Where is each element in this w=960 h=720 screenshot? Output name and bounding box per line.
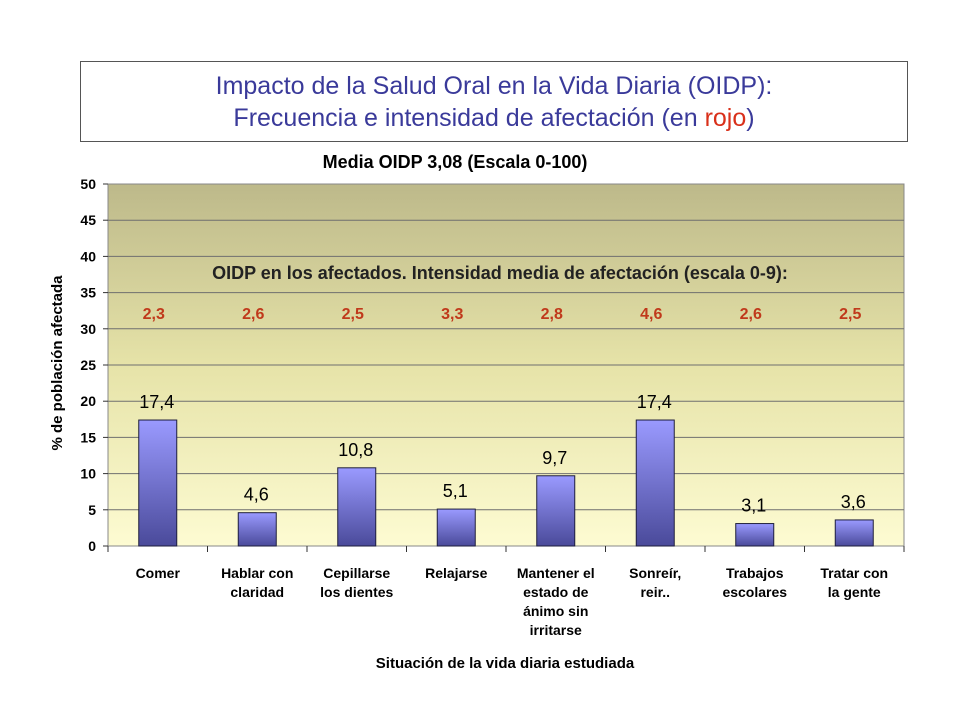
bar — [138, 419, 178, 547]
intensity-label: 3,3 — [441, 306, 463, 323]
value-labels: 17,4 4,6 10,8 5,1 9,7 17,4 3,1 3,6 — [139, 392, 866, 516]
y-tick-label: 35 — [80, 285, 96, 301]
intensity-labels: 2,3 2,6 2,5 3,3 2,8 4,6 2,6 2,5 — [143, 306, 862, 323]
category-label: los dientes — [320, 584, 393, 600]
value-label: 9,7 — [542, 448, 567, 468]
intensity-label: 2,5 — [839, 306, 861, 323]
intensity-label: 2,6 — [740, 306, 762, 323]
category-label: Relajarse — [425, 565, 487, 581]
y-tick-labels: 0 5 10 15 20 25 30 35 40 45 50 — [80, 176, 96, 554]
value-label: 10,8 — [338, 440, 373, 460]
bar — [436, 508, 476, 547]
category-label: Trabajos — [726, 565, 784, 581]
category-label: la gente — [828, 584, 881, 600]
title-box: Impacto de la Salud Oral en la Vida Diar… — [80, 61, 908, 142]
title-line-1: Impacto de la Salud Oral en la Vida Diar… — [215, 71, 773, 100]
intensity-label: 2,3 — [143, 306, 165, 323]
y-tick-label: 45 — [80, 212, 96, 228]
intensity-label: 2,6 — [242, 306, 264, 323]
intensity-label: 4,6 — [640, 306, 662, 323]
intensity-label: 2,5 — [342, 306, 364, 323]
x-axis-label: Situación de la vida diaria estudiada — [376, 655, 635, 672]
bar — [834, 519, 874, 547]
category-label: Cepillarse — [323, 565, 390, 581]
y-tick-label: 20 — [80, 393, 96, 409]
title-line-2: Frecuencia e intensidad de afectación (e… — [233, 102, 754, 134]
grid-lines — [103, 183, 905, 552]
category-label: reir.. — [640, 584, 670, 600]
y-tick-label: 5 — [88, 502, 96, 518]
category-label: Comer — [136, 565, 181, 581]
chart-title: Media OIDP 3,08 (Escala 0-100) — [323, 152, 588, 172]
category-label: irritarse — [530, 622, 582, 638]
category-label: Hablar con — [221, 565, 293, 581]
y-tick-label: 10 — [80, 466, 96, 482]
category-label: estado de — [523, 584, 589, 600]
value-label: 17,4 — [139, 392, 174, 412]
category-label: Sonreír, — [629, 565, 681, 581]
y-tick-label: 40 — [80, 248, 96, 264]
value-label: 3,1 — [741, 496, 766, 516]
y-tick-label: 30 — [80, 321, 96, 337]
bar — [237, 512, 277, 547]
title-line-2-prefix: Frecuencia e intensidad de afectación (e… — [233, 103, 705, 132]
intensity-title: OIDP en los afectados. Intensidad media … — [212, 263, 788, 283]
value-label: 4,6 — [244, 485, 269, 505]
category-label: Tratar con — [820, 565, 888, 581]
category-label: Mantener el — [517, 565, 595, 581]
title-line-2-suffix: ) — [746, 103, 755, 132]
category-label: escolares — [722, 584, 787, 600]
bar — [635, 419, 675, 547]
category-labels: Comer Hablar con claridad Cepillarse los die… — [136, 565, 889, 638]
value-label: 3,6 — [841, 492, 866, 512]
bars — [138, 419, 874, 547]
bar — [337, 467, 377, 547]
category-label: claridad — [230, 584, 284, 600]
y-tick-label: 50 — [80, 176, 96, 192]
y-tick-label: 15 — [80, 429, 96, 445]
bar — [735, 523, 775, 547]
category-label: ánimo sin — [523, 603, 588, 619]
y-axis-label: % de población afectada — [49, 275, 66, 451]
y-tick-label: 25 — [80, 357, 96, 373]
title-line-2-red: rojo — [704, 103, 747, 132]
y-tick-label: 0 — [88, 538, 96, 554]
value-label: 17,4 — [637, 392, 672, 412]
value-label: 5,1 — [443, 481, 468, 501]
bar — [536, 475, 576, 547]
intensity-label: 2,8 — [541, 306, 563, 323]
